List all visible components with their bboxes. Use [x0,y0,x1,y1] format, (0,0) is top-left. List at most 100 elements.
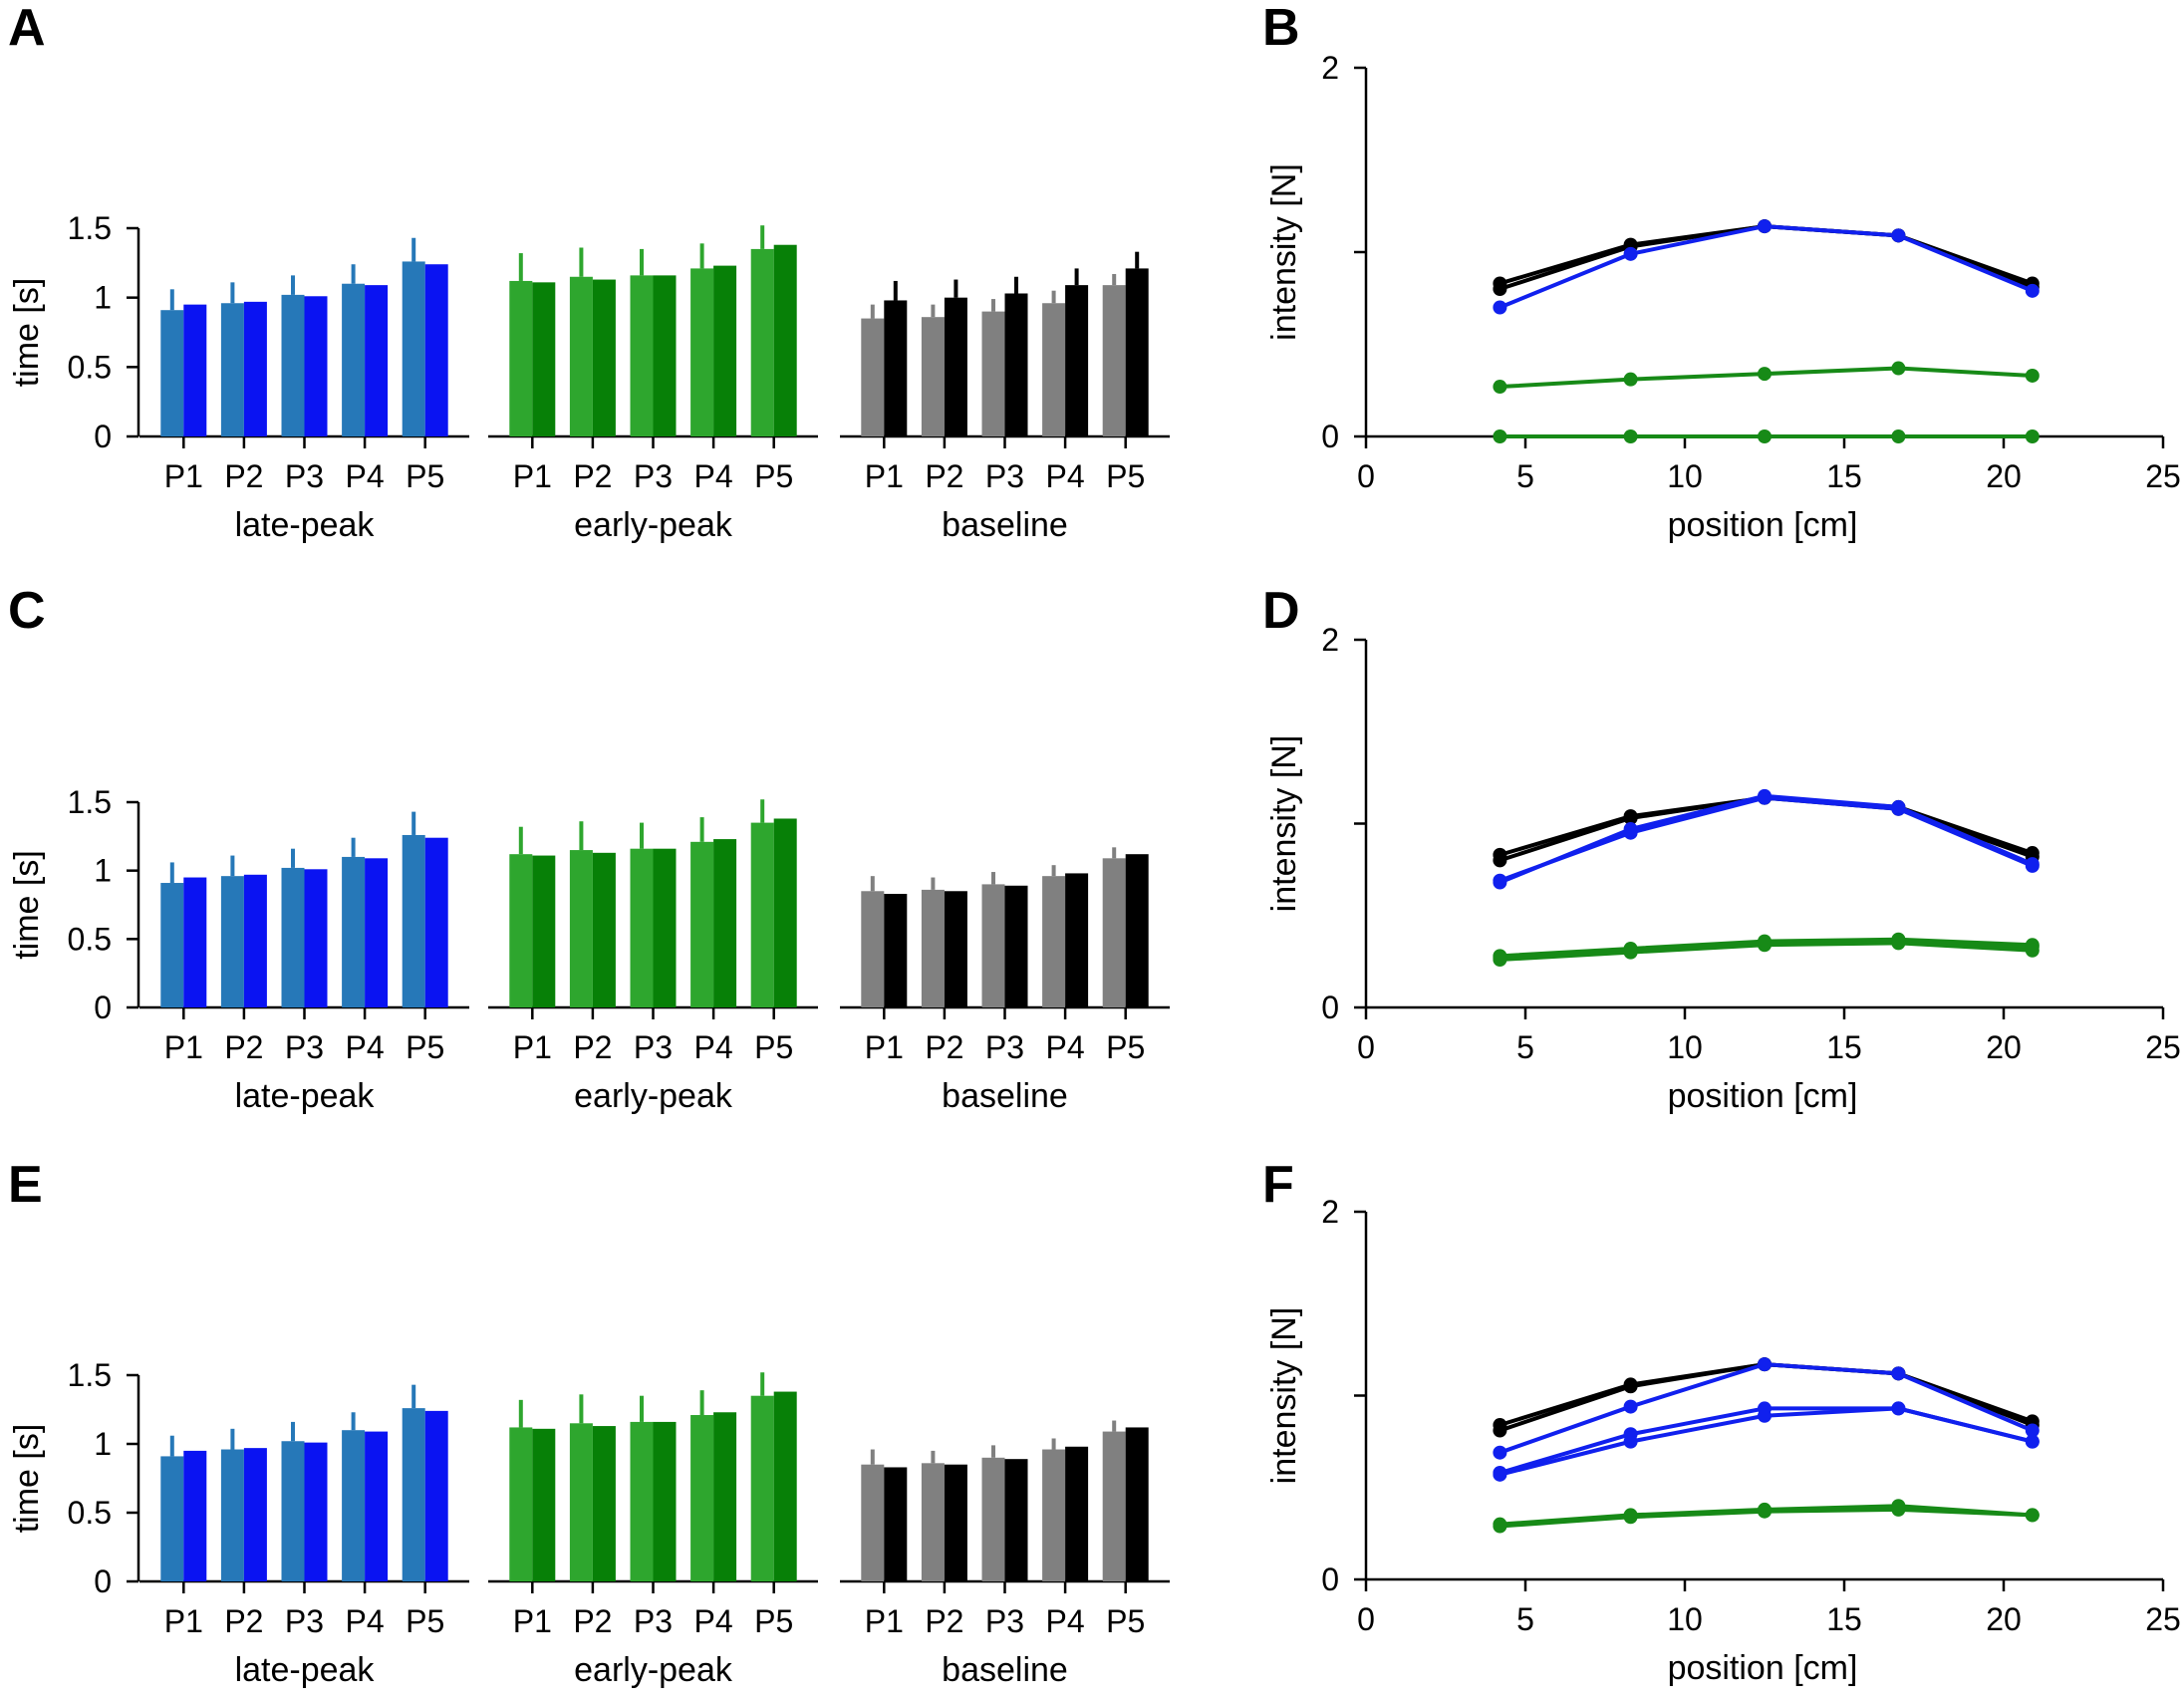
data-point [1493,873,1507,888]
x-tick-label: P1 [865,458,904,494]
bar [509,1427,533,1581]
bar [653,1421,677,1581]
data-point [2025,368,2040,383]
panel-letter: C [8,582,46,640]
bar [1004,885,1028,1007]
data-point [2025,858,2040,873]
x-tick-label: P1 [513,1029,552,1065]
bar [402,261,425,436]
group-label: late-peak [235,506,376,544]
data-point [1891,936,1906,951]
y-axis-label: time [s] [8,1424,46,1534]
bar [304,1442,328,1581]
bar [243,874,267,1007]
x-tick-label: P2 [224,458,263,494]
bar [773,244,797,436]
data-point [1493,282,1507,296]
y-tick-label: 2 [1321,1194,1339,1230]
bar [532,1428,556,1581]
bar [243,1448,267,1581]
group-label: late-peak [235,1077,376,1115]
bar [509,280,533,436]
bar [402,834,425,1007]
data-point [1623,1379,1638,1394]
x-tick-label: 15 [1826,458,1862,494]
data-point [1493,300,1507,315]
x-tick-label: P4 [1046,1603,1085,1639]
group-label: early-peak [574,1651,733,1689]
bar [402,1408,425,1581]
data-point [1623,429,1638,443]
bar [160,883,184,1007]
bar [281,1441,305,1581]
bar [569,276,593,436]
x-tick-label: 20 [1986,1029,2022,1065]
x-tick-label: P4 [694,1029,733,1065]
y-tick-label: 0 [94,1563,112,1599]
data-point [1758,1357,1772,1372]
bar [981,884,1005,1007]
bar [183,1450,207,1581]
x-tick-label: 5 [1516,1601,1534,1637]
group-label: baseline [942,506,1068,544]
x-tick-label: P4 [694,458,733,494]
bar [424,264,448,436]
x-axis-label: position [cm] [1668,1077,1858,1115]
data-point [2025,429,2040,443]
bar [944,1464,967,1581]
bar [1004,293,1028,436]
bar [750,1395,774,1581]
bar [304,869,328,1007]
x-tick-label: P3 [634,458,673,494]
bar [220,876,244,1007]
x-tick-label: P3 [634,1029,673,1065]
data-point [1493,1467,1507,1482]
x-tick-label: P5 [406,1603,444,1639]
x-tick-label: P1 [164,458,203,494]
bar [509,854,533,1007]
x-tick-label: P4 [346,458,385,494]
bar [1065,873,1089,1007]
data-point [1758,938,1772,953]
bar [160,310,184,436]
x-tick-label: 5 [1516,458,1534,494]
bar [160,1456,184,1581]
y-tick-label: 1 [94,280,112,316]
x-tick-label: P4 [346,1029,385,1065]
bar [532,282,556,436]
series-line [1499,795,2034,883]
x-tick-label: P1 [865,1029,904,1065]
y-tick-label: 0 [1321,419,1339,454]
bar [1125,854,1149,1007]
x-tick-label: 15 [1826,1029,1862,1065]
bar [944,891,967,1007]
bar [921,1463,945,1581]
bar [365,858,389,1007]
y-tick-label: 0.5 [68,921,112,957]
bar [342,856,366,1007]
data-point [1623,1399,1638,1414]
bar [630,848,654,1007]
x-tick-label: P4 [694,1603,733,1639]
x-tick-label: P1 [865,1603,904,1639]
data-point [2025,943,2040,958]
group-label: early-peak [574,506,733,544]
data-point [1493,1445,1507,1460]
x-tick-label: P3 [634,1603,673,1639]
x-tick-label: P2 [573,1603,612,1639]
x-tick-label: P3 [985,1029,1024,1065]
x-axis-label: position [cm] [1668,1649,1858,1687]
bar [861,891,885,1007]
panel-letter: B [1262,0,1300,57]
bar [861,318,885,436]
x-tick-label: 10 [1667,1029,1703,1065]
bar [1125,268,1149,436]
y-tick-label: 1.5 [68,210,112,246]
x-tick-label: 10 [1667,1601,1703,1637]
data-point [1758,367,1772,382]
x-tick-label: P3 [285,1029,324,1065]
bar [365,1431,389,1581]
y-tick-label: 1.5 [68,1357,112,1393]
x-tick-label: 20 [1986,458,2022,494]
data-point [1623,810,1638,825]
